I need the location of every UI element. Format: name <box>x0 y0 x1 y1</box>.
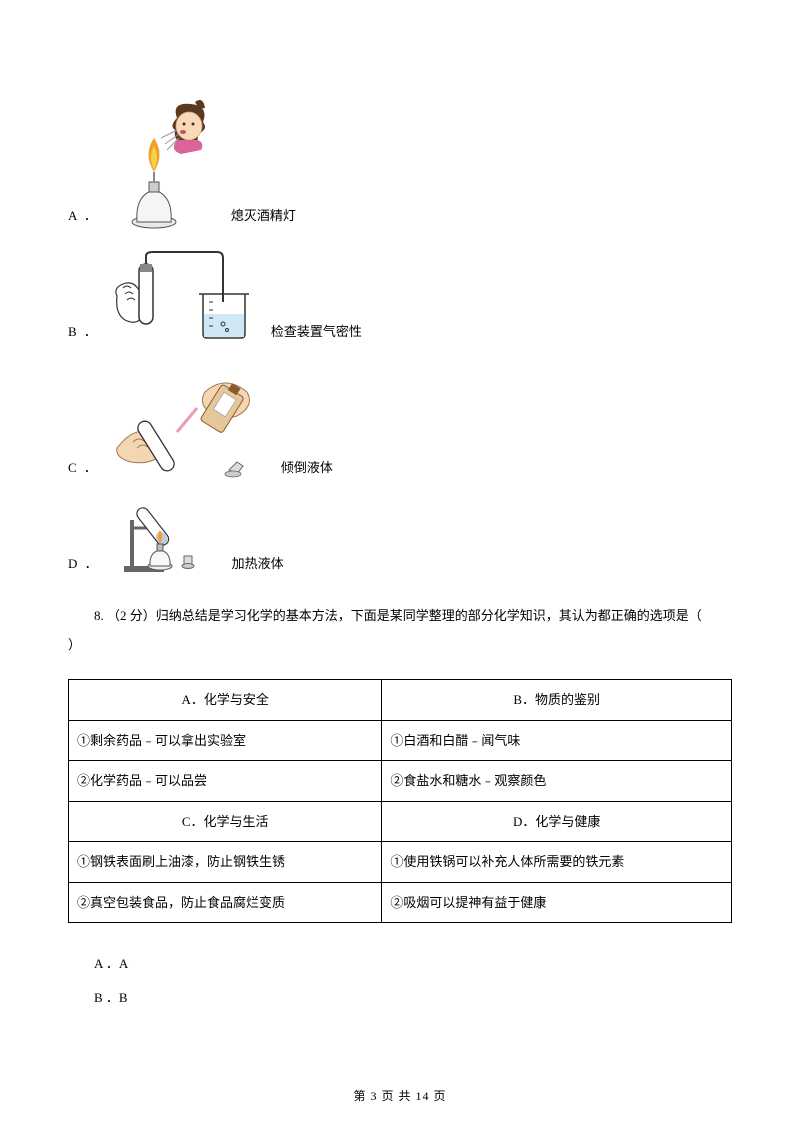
answer-a: A ．A <box>68 947 732 981</box>
table-row: C．化学与生活 D．化学与健康 <box>69 801 732 842</box>
option-a-text: 熄灭酒精灯 <box>231 205 296 230</box>
answer-options: A ．A B ．B <box>68 947 732 1015</box>
page-footer: 第 3 页 共 14 页 <box>0 1087 800 1104</box>
knowledge-table: A．化学与安全 B．物质的鉴别 ①剩余药品﹣可以拿出实验室 ①白酒和白醋﹣闻气味… <box>68 679 732 923</box>
option-d-text: 加热液体 <box>232 553 284 578</box>
cell-header-c: C．化学与生活 <box>69 801 382 842</box>
table-row: ①钢铁表面刷上油漆，防止钢铁生锈 ①使用铁锅可以补充人体所需要的铁元素 <box>69 842 732 883</box>
question-8-text: 8. （2 分）归纳总结是学习化学的基本方法，下面是某同学整理的部分化学知识，其… <box>68 608 731 652</box>
option-b-text: 检查装置气密性 <box>271 321 362 346</box>
option-c-text: 倾倒液体 <box>281 457 333 482</box>
table-row: ②化学药品﹣可以品尝 ②食盐水和糖水﹣观察颜色 <box>69 761 732 802</box>
option-c-label: C ． <box>68 457 99 482</box>
cell-a1: ①剩余药品﹣可以拿出实验室 <box>69 720 382 761</box>
table-row: A．化学与安全 B．物质的鉴别 <box>69 680 732 721</box>
cell-d2: ②吸烟可以提神有益于健康 <box>382 882 732 923</box>
option-d-row: D ． 加热液体 <box>68 498 732 578</box>
cell-b1: ①白酒和白醋﹣闻气味 <box>382 720 732 761</box>
cell-header-d: D．化学与健康 <box>382 801 732 842</box>
cell-header-b: B．物质的鉴别 <box>382 680 732 721</box>
option-c-image <box>109 362 269 482</box>
question-8: 8. （2 分）归纳总结是学习化学的基本方法，下面是某同学整理的部分化学知识，其… <box>68 602 732 659</box>
option-c-row: C ． 倾倒液体 <box>68 362 732 482</box>
cell-b2: ②食盐水和糖水﹣观察颜色 <box>382 761 732 802</box>
option-a-row: A ． 熄灭酒精灯 <box>68 100 732 230</box>
option-b-image <box>109 246 259 346</box>
cell-header-a: A．化学与安全 <box>69 680 382 721</box>
cell-c1: ①钢铁表面刷上油漆，防止钢铁生锈 <box>69 842 382 883</box>
answer-b: B ．B <box>68 981 732 1015</box>
cell-c2: ②真空包装食品，防止食品腐烂变质 <box>69 882 382 923</box>
option-a-label: A ． <box>68 205 99 230</box>
table-row: ②真空包装食品，防止食品腐烂变质 ②吸烟可以提神有益于健康 <box>69 882 732 923</box>
cell-d1: ①使用铁锅可以补充人体所需要的铁元素 <box>382 842 732 883</box>
option-d-image <box>110 498 220 578</box>
option-b-row: B ． 检查装置气密性 <box>68 246 732 346</box>
option-d-label: D ． <box>68 553 100 578</box>
cell-a2: ②化学药品﹣可以品尝 <box>69 761 382 802</box>
table-row: ①剩余药品﹣可以拿出实验室 ①白酒和白醋﹣闻气味 <box>69 720 732 761</box>
option-b-label: B ． <box>68 321 99 346</box>
option-a-image <box>109 100 219 230</box>
